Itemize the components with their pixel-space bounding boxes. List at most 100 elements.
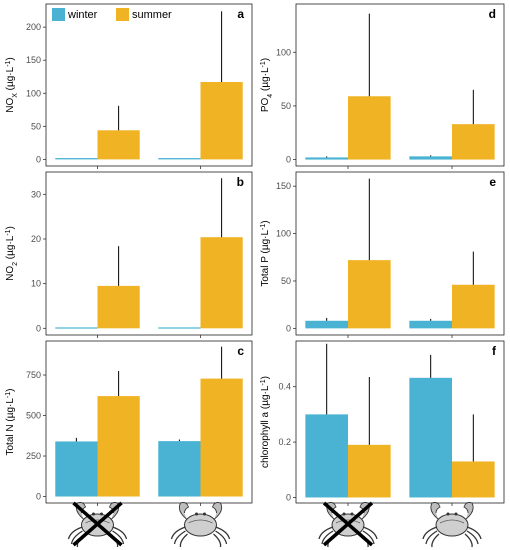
y-tick-label: 0 <box>36 492 41 502</box>
y-tick-label: 50 <box>281 101 291 111</box>
y-tick-label: 150 <box>26 55 41 65</box>
y-axis-label: chlorophyll a (µg·L-1) <box>260 376 272 468</box>
crab-eye <box>350 512 354 516</box>
crab-shell-line <box>439 519 465 524</box>
winter-bar <box>409 377 452 498</box>
crab-leg <box>466 526 482 540</box>
winter-bar <box>305 157 348 160</box>
legend-label-summer: summer <box>132 9 172 21</box>
panel-a: 0 50 100 150 200 a NOX (µg·L-1) <box>5 3 253 169</box>
legend-swatch-summer <box>116 8 129 21</box>
y-tick-label: 100 <box>26 88 41 98</box>
crab-eye <box>100 512 103 516</box>
y-axis-label: NOX (µg·L-1) <box>5 57 19 113</box>
panel-letter: c <box>237 344 244 358</box>
summer-bar <box>200 82 243 160</box>
summer-bar <box>97 130 140 160</box>
winter-bar <box>158 327 201 329</box>
crab-claw-left <box>178 502 190 520</box>
crab-leg <box>362 526 378 540</box>
summer-bar <box>452 461 495 498</box>
crab-claw-right <box>211 502 223 520</box>
crab-shell-line <box>188 519 213 524</box>
crab-shell-line <box>335 519 361 524</box>
y-tick-label: 0 <box>286 492 291 502</box>
y-tick-label: 50 <box>31 121 41 131</box>
summer-bar <box>452 284 495 329</box>
legend: winter summer <box>52 8 172 21</box>
winter-bar <box>409 320 452 329</box>
y-tick-label: 0 <box>36 323 41 333</box>
crab-leg <box>112 526 128 540</box>
panel-e: 0 50 100 150 e Total P (µg·L-1) <box>260 171 505 338</box>
crossed-out-crab-icon <box>67 501 128 548</box>
crab-leg <box>215 530 228 545</box>
winter-bar <box>305 320 348 329</box>
crab-eye <box>203 512 206 516</box>
crab-eye <box>342 512 346 516</box>
y-axis-label: Total P (µg·L-1) <box>260 220 272 286</box>
crab-leg <box>362 530 375 545</box>
cross-line <box>322 501 374 547</box>
y-tick-label: 50 <box>281 276 291 286</box>
crab-leg <box>431 533 440 548</box>
summer-bar <box>200 378 243 497</box>
y-tick-label: 0 <box>286 155 291 165</box>
y-tick-label: 100 <box>276 229 291 239</box>
winter-bar <box>55 158 98 160</box>
crab-body <box>435 513 469 537</box>
winter-bar <box>305 414 348 498</box>
summer-bar <box>97 396 140 497</box>
panel-d: 0 50 100 d PO4 (µg·L-1) <box>260 3 505 169</box>
crab-leg <box>466 530 479 545</box>
crab-leg <box>422 526 438 540</box>
winter-bar <box>158 441 201 497</box>
panel-letter: d <box>489 7 496 21</box>
panel-f: 0 0.2 0.4 f chlorophyll a (µg·L-1) <box>260 340 505 506</box>
crab-leg <box>70 530 83 545</box>
y-tick-label: 250 <box>26 451 41 461</box>
panel-letter: a <box>237 7 244 21</box>
y-tick-label: 10 <box>31 279 41 289</box>
crab-icon <box>422 502 482 548</box>
crab-icon <box>170 502 231 548</box>
crab-leg <box>179 533 188 548</box>
crab-eye <box>92 512 95 516</box>
y-tick-label: 100 <box>276 47 291 57</box>
crab-body <box>184 513 217 537</box>
y-tick-label: 0.4 <box>278 382 291 392</box>
crab-eye <box>446 512 450 516</box>
cross-line <box>72 501 123 547</box>
summer-bar <box>348 444 391 498</box>
panel-c: 0 250 500 750 c Total N (µg·L-1) <box>5 340 253 506</box>
crab-leg <box>215 526 231 540</box>
y-tick-label: 20 <box>31 234 41 244</box>
summer-bar <box>348 260 391 329</box>
crab-claw-right <box>463 502 474 520</box>
y-tick-label: 200 <box>26 22 41 32</box>
legend-label-winter: winter <box>67 9 98 21</box>
y-tick-label: 30 <box>31 189 41 199</box>
y-tick-label: 0.2 <box>278 437 291 447</box>
y-tick-label: 150 <box>276 181 291 191</box>
legend-swatch-winter <box>52 8 65 21</box>
crab-eye <box>454 512 458 516</box>
crab-shell-line <box>85 519 110 524</box>
summer-bar <box>200 237 243 329</box>
winter-bar <box>409 156 452 160</box>
crab-leg <box>112 530 125 545</box>
panel-letter: b <box>237 175 244 189</box>
y-tick-label: 0 <box>36 154 41 164</box>
panel-letter: f <box>492 344 497 358</box>
panel-b: 0 10 20 30 b NO2 (µg·L-1) <box>5 171 253 338</box>
y-axis-label: PO4 (µg·L-1) <box>260 58 274 112</box>
y-axis-label: Total N (µg·L-1) <box>5 388 17 455</box>
summer-bar <box>97 285 140 329</box>
y-tick-label: 0 <box>286 323 291 333</box>
crab-leg <box>464 533 473 548</box>
summer-bar <box>348 96 391 160</box>
crab-eye <box>195 512 198 516</box>
crab-leg <box>170 526 186 540</box>
winter-bar <box>55 327 98 329</box>
